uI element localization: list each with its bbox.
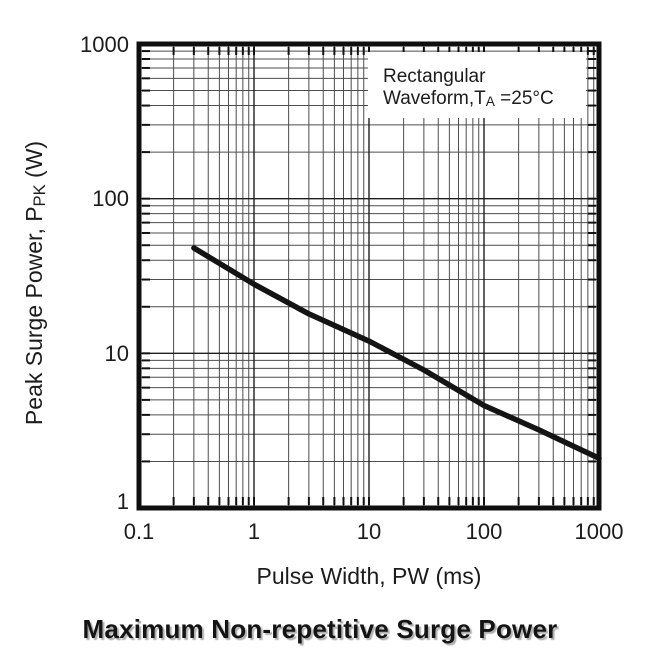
surge-power-curve: [191, 245, 602, 461]
y-tick-1: 1: [117, 489, 129, 514]
annotation-background: [368, 52, 586, 118]
x-tick-1000: 1000: [575, 519, 624, 544]
y-tick-100: 100: [92, 186, 129, 211]
x-tick-10: 10: [357, 519, 381, 544]
x-axis-tick-labels: 0.1 1 10 100 1000: [124, 519, 624, 544]
annotation-box: Rectangular Waveform,TA =25°C: [368, 52, 586, 118]
x-tick-1: 1: [248, 519, 260, 544]
annotation-subscript-A: A: [486, 94, 496, 109]
chart-title: Maximum Non-repetitive Surge Power: [82, 614, 558, 644]
x-tick-0p1: 0.1: [124, 519, 155, 544]
plot-frame: [136, 41, 602, 511]
y-axis-subscript-PK: PK: [30, 184, 49, 206]
y-tick-10: 10: [105, 341, 129, 366]
x-tick-100: 100: [466, 519, 503, 544]
y-tick-1000: 1000: [80, 32, 129, 57]
x-axis-title: Pulse Width, PW (ms): [257, 563, 482, 589]
y-axis-title: Peak Surge Power, PPK (W): [21, 141, 49, 425]
annotation-line2: Waveform,TA =25°C: [383, 88, 554, 109]
grid-minor-lines: [139, 44, 599, 508]
annotation-line1: Rectangular: [383, 66, 486, 87]
y-axis-tick-labels: 1000 100 10 1: [80, 32, 129, 514]
